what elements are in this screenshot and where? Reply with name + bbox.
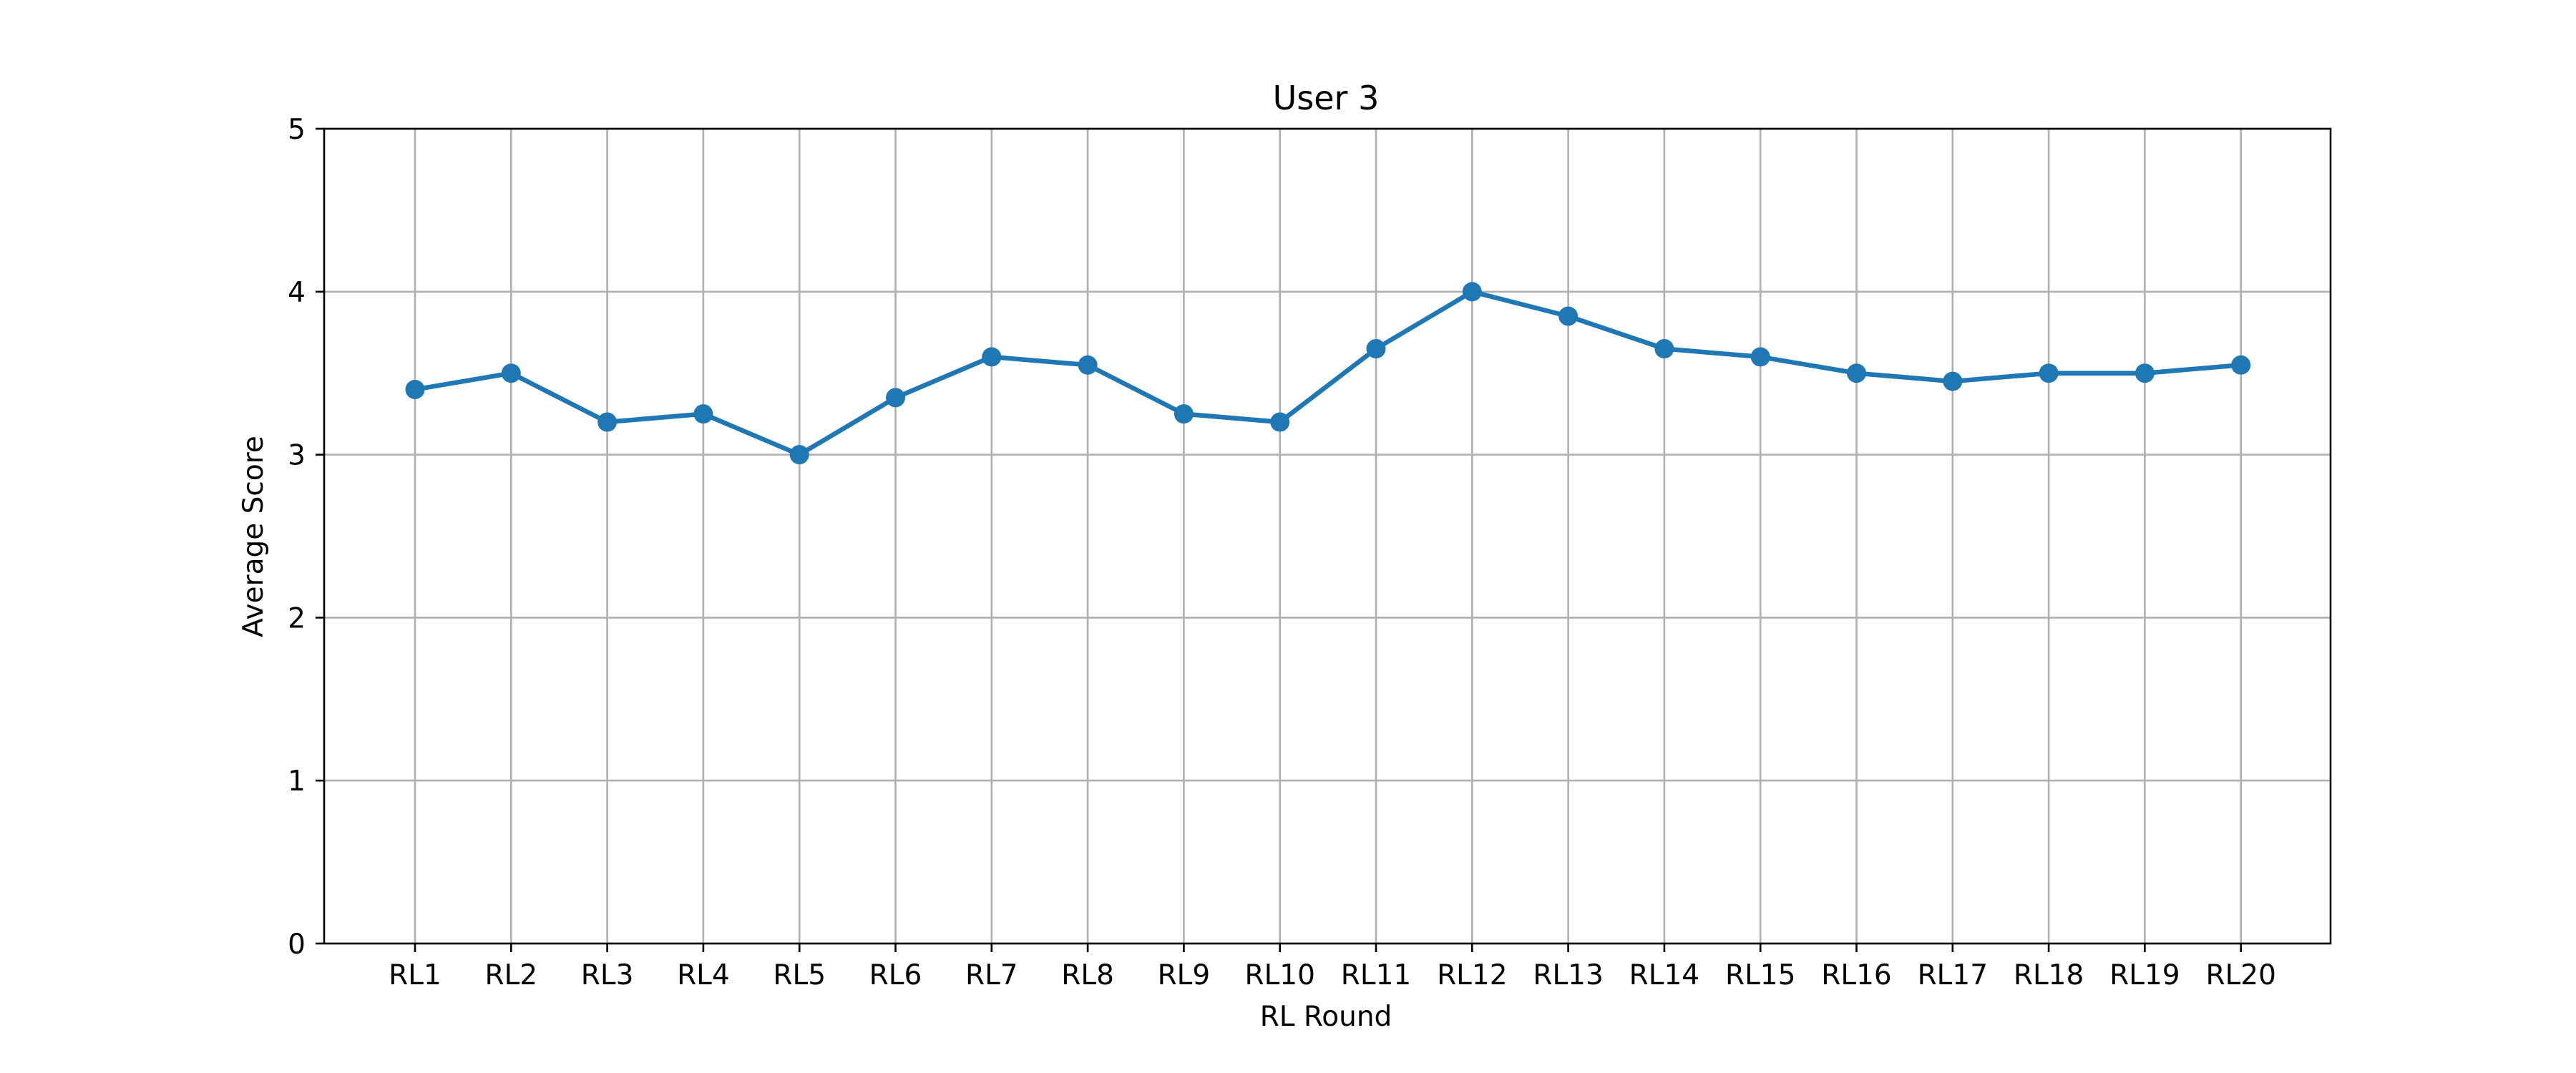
data-point <box>501 363 521 383</box>
data-point <box>2231 355 2251 375</box>
y-tick-label: 4 <box>288 277 306 309</box>
plot-frame <box>323 127 2332 945</box>
chart-title: User 3 <box>1273 79 1380 117</box>
x-tick-labels: RL1 RL2 RL3 RL4 RL5 RL6 RL7 RL8 RL9 RL10 RL11 RL12 R… <box>389 959 2276 991</box>
series-line-layer <box>412 289 2243 457</box>
x-tick-label: RL20 <box>2205 959 2275 991</box>
x-tick-label: RL12 <box>1437 959 1507 991</box>
x-tick-label: RL11 <box>1341 959 1411 991</box>
x-tick-label: RL14 <box>1629 959 1699 991</box>
data-point <box>1270 412 1290 432</box>
data-point <box>1750 347 1770 367</box>
data-point <box>2135 363 2155 383</box>
y-tick-label: 1 <box>288 765 306 798</box>
data-point <box>1654 339 1674 359</box>
data-point <box>2039 363 2059 383</box>
x-tick-label: RL17 <box>1918 959 1988 991</box>
data-point <box>1462 282 1482 302</box>
data-point <box>1366 339 1386 359</box>
data-point <box>886 388 905 408</box>
x-tick-label: RL10 <box>1244 959 1314 991</box>
data-point <box>405 379 425 399</box>
data-point <box>1078 355 1098 375</box>
grid-lines <box>324 127 2331 945</box>
x-tick-label: RL7 <box>965 959 1018 991</box>
x-tick-label: RL13 <box>1533 959 1603 991</box>
y-tick-label: 0 <box>288 929 306 961</box>
x-tick-label: RL1 <box>389 959 441 991</box>
y-tick-label: 3 <box>288 440 306 472</box>
x-tick-label: RL6 <box>869 959 922 991</box>
data-point <box>1847 363 1866 383</box>
x-tick-label: RL2 <box>484 959 537 991</box>
data-point <box>789 445 809 465</box>
data-point <box>982 347 1002 367</box>
y-axis-label: Average Score <box>238 436 270 637</box>
x-tick-label: RL19 <box>2109 959 2180 991</box>
data-point <box>693 404 713 424</box>
y-tick-label: 5 <box>288 114 306 146</box>
x-tick-label: RL9 <box>1158 959 1211 991</box>
data-point <box>1558 306 1579 326</box>
x-tick-label: RL4 <box>677 959 730 991</box>
series-marker-layer <box>405 282 2251 465</box>
x-tick-label: RL3 <box>581 959 634 991</box>
x-tick-label: RL8 <box>1061 959 1114 991</box>
data-point <box>597 412 618 432</box>
x-tick-label: RL5 <box>773 959 826 991</box>
x-tick-label: RL16 <box>1821 959 1891 991</box>
x-axis-label: RL Round <box>1260 1001 1392 1033</box>
y-tick-label: 2 <box>288 602 306 635</box>
series-line <box>412 289 2243 457</box>
data-point <box>1174 404 1194 424</box>
x-tick-label: RL15 <box>1725 959 1795 991</box>
y-tick-labels: 0 1 2 3 4 5 <box>288 114 306 961</box>
x-tick-label: RL18 <box>2014 959 2084 991</box>
data-point <box>1943 371 1963 391</box>
axis-ticks <box>316 127 2242 952</box>
